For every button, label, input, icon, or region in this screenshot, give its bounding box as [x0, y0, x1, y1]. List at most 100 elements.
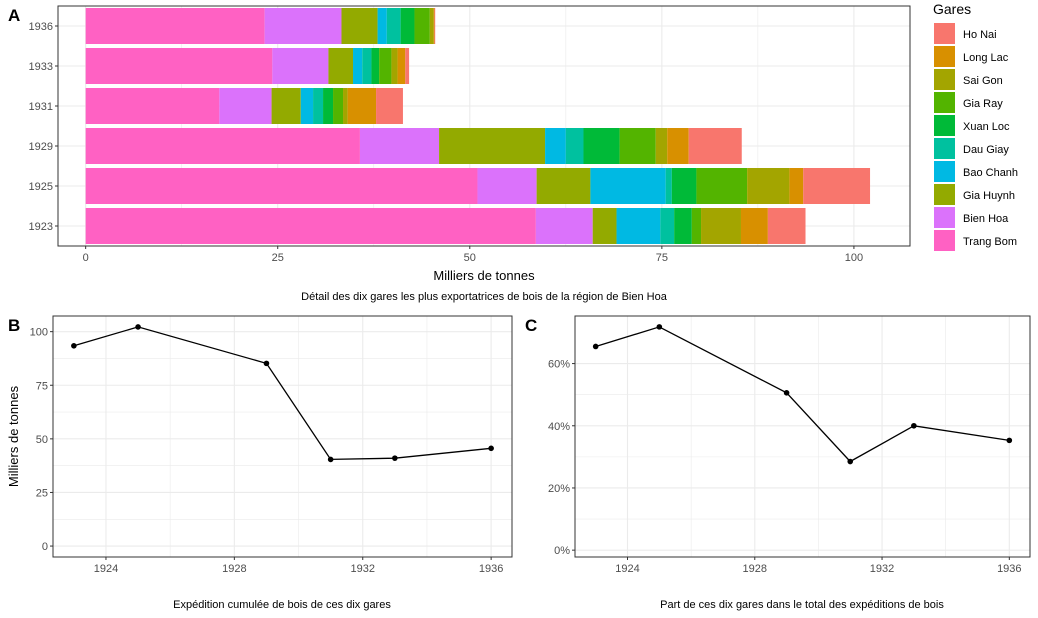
bar-1923-gia-huynh: [592, 208, 617, 244]
legend-swatch-gia-huynh: [934, 184, 955, 205]
bar-1929-ho-nai: [688, 128, 742, 164]
bar-1936-long-lac: [433, 8, 435, 44]
bar-1923-gia-ray: [691, 208, 702, 244]
panel-b-point-1936: [488, 445, 494, 452]
y-tick-label: 100: [30, 327, 48, 339]
x-axis-label: Milliers de tonnes: [433, 268, 535, 283]
x-tick-label: 50: [464, 252, 476, 264]
bar-1925-sai-gon: [747, 168, 790, 204]
x-tick-label: 1936: [479, 563, 503, 575]
bar-1925-dau-giay: [665, 168, 672, 204]
legend-swatch-gia-ray: [934, 92, 955, 113]
panel-a-caption: Détail des dix gares les plus exportatri…: [301, 291, 668, 303]
panel-a-tag: A: [8, 6, 20, 25]
legend-swatch-bien-hoa: [934, 207, 955, 228]
x-tick-label: 75: [656, 252, 668, 264]
bar-1936-sai-gon: [429, 8, 434, 44]
bar-1933-gia-huynh: [328, 48, 354, 84]
legend-label: Gia Ray: [963, 98, 1003, 110]
bar-1936-bien-hoa: [264, 8, 342, 44]
bar-1925-bao-chanh: [590, 168, 666, 204]
panel-c-tag: C: [525, 316, 537, 335]
legend-swatch-long-lac: [934, 46, 955, 67]
y-tick-label: 25: [36, 487, 48, 499]
bar-1936-gia-ray: [414, 8, 430, 44]
x-tick-label: 1924: [615, 563, 639, 575]
legend-label: Trang Bom: [963, 236, 1017, 248]
panel-c: 1924 1928 1932 1936 0% 20% 40% 60%: [548, 315, 1031, 575]
bar-1936-trang-bom: [85, 8, 265, 44]
bar-1931-gia-ray: [333, 88, 344, 124]
legend-swatch-dau-giay: [934, 138, 955, 159]
bar-1929-long-lac: [667, 128, 689, 164]
bar-1931-gia-huynh: [271, 88, 301, 124]
bar-1923-xuan-loc: [674, 208, 692, 244]
legend-label: Gia Huynh: [963, 190, 1015, 202]
x-tick-label: 1936: [997, 563, 1021, 575]
panel-c-background: [575, 316, 1030, 557]
legend-swatch-sai-gon: [934, 69, 955, 90]
bar-1925-gia-huynh: [536, 168, 591, 204]
bar-1933-gia-ray: [379, 48, 392, 84]
bar-1923-bao-chanh: [616, 208, 661, 244]
bar-1931-long-lac: [347, 88, 377, 124]
bar-1931-sai-gon: [343, 88, 348, 124]
panel-b-y-axis-label: Milliers de tonnes: [6, 385, 21, 487]
bar-1936-bao-chanh: [377, 8, 387, 44]
y-tick-label: 1931: [29, 101, 53, 113]
bar-1923-sai-gon: [701, 208, 741, 244]
legend-swatch-xuan-loc: [934, 115, 955, 136]
bar-1936-dau-giay: [386, 8, 401, 44]
bar-1933-dau-giay: [362, 48, 372, 84]
x-tick-label: 0: [83, 252, 89, 264]
panel-a: 0 25 50 75 100 1923 1925 1929 1931 1933 1936 Millie…: [29, 5, 911, 283]
x-tick-label: 100: [845, 252, 863, 264]
y-tick-label: 1923: [29, 221, 53, 233]
panel-b: 1924 1928 1932 1936 0 25 50 75 100 Milliers de to…: [6, 315, 513, 575]
panel-c-point-1931: [847, 458, 854, 465]
bar-1929-xuan-loc: [583, 128, 620, 164]
bar-1929-sai-gon: [655, 128, 668, 164]
bar-1925-xuan-loc: [671, 168, 697, 204]
y-tick-label: 0%: [554, 545, 570, 557]
y-tick-label: 1925: [29, 181, 53, 193]
bar-1923-bien-hoa: [535, 208, 593, 244]
x-tick-label: 1932: [870, 563, 894, 575]
panel-c-point-1936: [1006, 437, 1013, 444]
bar-1929-dau-giay: [565, 128, 584, 164]
panel-c-point-1933: [911, 422, 917, 429]
y-tick-label: 0: [42, 541, 48, 553]
bar-1931-ho-nai: [376, 88, 403, 124]
bar-1931-bao-chanh: [300, 88, 314, 124]
bar-1925-gia-ray: [696, 168, 748, 204]
bar-1936-gia-huynh: [341, 8, 378, 44]
bar-1929-bao-chanh: [545, 128, 566, 164]
x-tick-label: 1928: [222, 563, 246, 575]
y-tick-label: 75: [36, 380, 48, 392]
legend-label: Xuan Loc: [963, 121, 1010, 133]
y-tick-label: 1936: [29, 21, 53, 33]
bar-1936-ho-nai: [434, 8, 436, 44]
legend-title: Gares: [933, 1, 971, 17]
bar-1931-bien-hoa: [219, 88, 272, 124]
legend-label: Long Lac: [963, 52, 1009, 64]
bar-1936-xuan-loc: [400, 8, 415, 44]
x-tick-label: 1928: [743, 563, 767, 575]
x-tick-label: 25: [272, 252, 284, 264]
bar-1933-xuan-loc: [371, 48, 380, 84]
panel-c-point-1925: [656, 324, 663, 330]
bar-1933-trang-bom: [85, 48, 273, 84]
y-tick-label: 40%: [548, 421, 570, 433]
bar-1933-bien-hoa: [272, 48, 329, 84]
legend: Ho Nai Long Lac Sai Gon Gia Ray Xuan Loc Dau …: [934, 23, 1018, 251]
panel-b-caption: Expédition cumulée de bois de ces dix ga…: [173, 599, 391, 611]
bar-1933-sai-gon: [391, 48, 398, 84]
panel-c-point-1929: [783, 390, 790, 396]
bar-1923-ho-nai: [767, 208, 806, 244]
bar-1931-xuan-loc: [323, 88, 334, 124]
panel-b-background: [53, 316, 512, 557]
panel-b-border: [52, 315, 513, 558]
panel-c-caption: Part de ces dix gares dans le total des …: [660, 599, 944, 611]
bar-1933-long-lac: [397, 48, 406, 84]
